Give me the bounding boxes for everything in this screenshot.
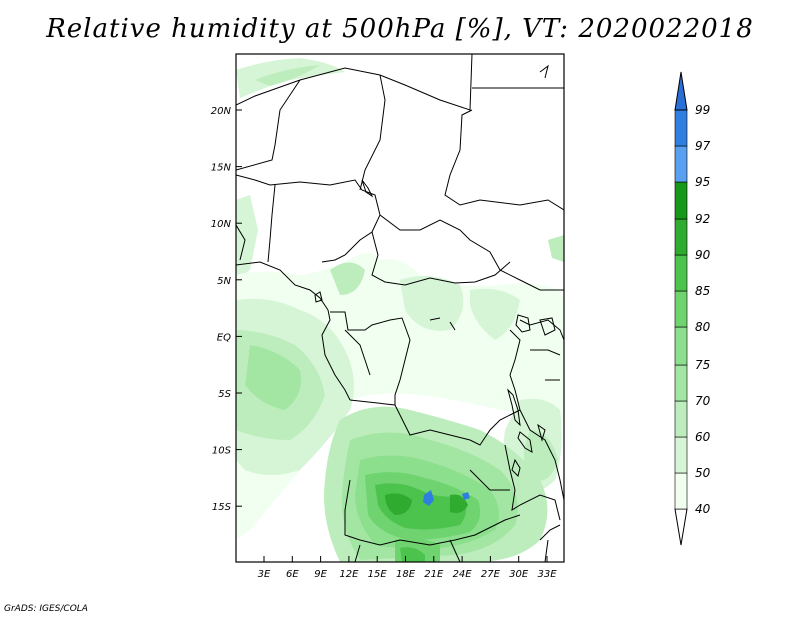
colorbar-label: 50 [695, 466, 711, 480]
lon-label: 6E [286, 569, 299, 580]
colorbar-segment [674, 145, 688, 183]
lat-label: 10S [212, 446, 232, 457]
colorbar-label: 97 [695, 139, 711, 153]
colorbar: 40 50 60 70 75 80 85 90 92 95 97 99 [674, 71, 711, 546]
lon-label: 15E [368, 569, 388, 580]
lon-label: 18E [396, 569, 416, 580]
colorbar-segment [674, 508, 688, 546]
lon-label: 12E [339, 569, 359, 580]
colorbar-label: 75 [695, 358, 710, 372]
colorbar-label: 99 [695, 103, 710, 117]
colorbar-segment [674, 290, 688, 328]
longitude-axis: 3E 6E 9E 12E 15E 18E 21E 24E 27E 30E 33E [258, 556, 557, 580]
humidity-field [236, 58, 564, 562]
lon-label: 3E [258, 569, 271, 580]
lat-label: EQ [217, 332, 231, 343]
colorbar-label: 80 [695, 320, 711, 334]
colorbar-label: 40 [695, 502, 711, 516]
lat-label: 10N [211, 219, 232, 230]
lon-label: 9E [314, 569, 327, 580]
lon-label: 33E [537, 569, 557, 580]
country-borders [236, 54, 564, 562]
lat-label: 15S [212, 502, 232, 513]
colorbar-segment [674, 71, 688, 111]
map-frame [235, 53, 565, 563]
credit-label: GrADS: IGES/COLA [4, 604, 88, 614]
map-title: Relative humidity at 500hPa [%], VT: 202… [46, 14, 754, 44]
lon-label: 27E [481, 569, 501, 580]
colorbar-label: 60 [695, 430, 711, 444]
colorbar-label: 92 [695, 212, 710, 226]
colorbar-segment [674, 109, 688, 147]
colorbar-label: 95 [695, 175, 710, 189]
colorbar-segment [674, 218, 688, 256]
lat-label: 20N [211, 106, 232, 117]
colorbar-label: 85 [695, 284, 710, 298]
lon-label: 24E [453, 569, 473, 580]
latitude-axis: 20N 15N 10N 5N EQ 5S 10S 15S [211, 106, 242, 513]
lat-label: 5N [217, 276, 231, 287]
colorbar-label: 90 [695, 248, 711, 262]
colorbar-label: 70 [695, 394, 711, 408]
lat-label: 15N [211, 163, 232, 174]
lon-label: 30E [509, 569, 529, 580]
colorbar-segment [674, 254, 688, 292]
colorbar-segment [674, 436, 688, 474]
colorbar-segment [674, 400, 688, 438]
colorbar-segment [674, 364, 688, 402]
colorbar-segment [674, 472, 688, 510]
lon-label: 21E [424, 569, 444, 580]
lat-label: 5S [218, 389, 231, 400]
colorbar-segment [674, 326, 688, 366]
colorbar-segment [674, 181, 688, 220]
